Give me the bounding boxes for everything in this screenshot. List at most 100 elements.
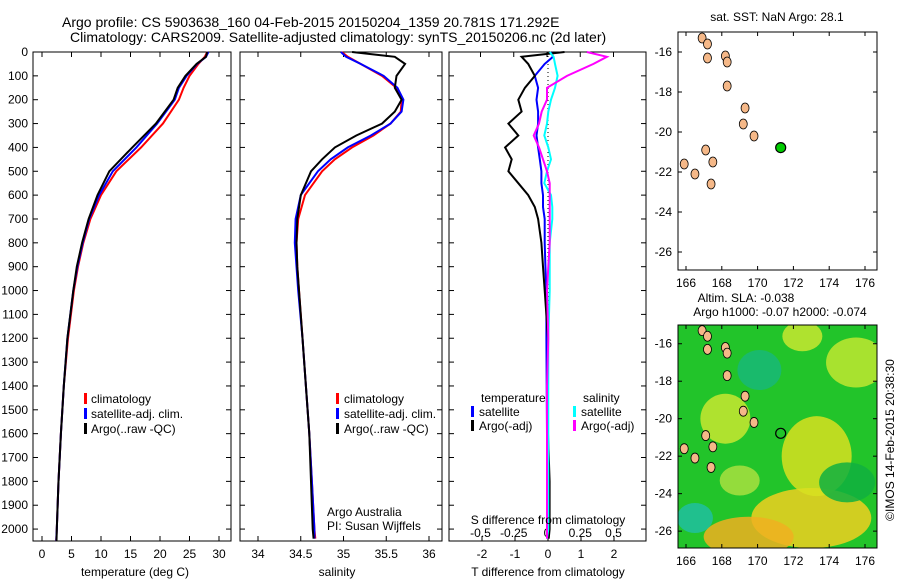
t-diff-tick-label: 1 (578, 547, 585, 561)
island (722, 80, 732, 92)
difference-legend-label: Argo(-adj) (581, 419, 634, 433)
depth-tick-label: 700 (8, 212, 28, 226)
sst-map-frame (677, 31, 878, 271)
depth-tick-label: 300 (8, 117, 28, 131)
lon-tick-label: 168 (712, 554, 732, 568)
temperature-x-tick-label: 20 (153, 547, 167, 561)
legend-swatch (573, 420, 576, 431)
sla-map-frame (677, 324, 878, 549)
island (703, 52, 712, 64)
temperature-x-tick-label: 10 (94, 547, 108, 561)
depth-tick-label: 1800 (1, 474, 28, 488)
sla-anomaly-blob (737, 349, 782, 390)
lat-tick-label: -20 (655, 412, 673, 426)
sla-map-subtitle: Argo h1000: -0.07 h2000: -0.074 (693, 305, 867, 319)
legend-swatch (336, 393, 339, 404)
legend-swatch (336, 423, 339, 434)
island (679, 443, 689, 455)
salinity-x-tick-label: 35.5 (375, 547, 399, 561)
legend-swatch (84, 393, 87, 404)
island (690, 452, 700, 464)
depth-tick-label: 1300 (1, 355, 28, 369)
legend-swatch (84, 423, 87, 434)
sla-anomaly-blob (826, 337, 877, 388)
temperature-panel-frame (32, 51, 232, 542)
sla-anomaly-blob (700, 393, 751, 444)
temperature-series (55, 51, 209, 542)
island (740, 102, 750, 114)
lon-tick-label: 170 (748, 554, 768, 568)
island (738, 405, 748, 417)
difference-series (543, 51, 559, 539)
argo-float-location-marker (775, 427, 787, 439)
island (701, 430, 711, 441)
salinity-legend-label: Argo(..raw -QC) (344, 422, 429, 436)
island (690, 168, 700, 180)
depth-tick-label: 1400 (1, 379, 28, 393)
s-diff-tick-label: -0.5 (470, 526, 491, 540)
temperature-series (55, 51, 209, 542)
island (749, 417, 759, 428)
depth-tick-label: 100 (8, 69, 28, 83)
island (708, 441, 718, 453)
lon-tick-label: 166 (676, 554, 696, 568)
salinity-axis-label: salinity (319, 565, 356, 579)
lon-tick-label: 168 (712, 276, 732, 290)
island (740, 390, 750, 402)
depth-tick-label: 2000 (1, 522, 28, 536)
legend-title-salinity: salinity (583, 391, 620, 405)
lon-tick-label: 174 (819, 276, 839, 290)
island (738, 118, 748, 130)
temperature-x-tick-label: 0 (39, 547, 46, 561)
depth-tick-label: 400 (8, 140, 28, 154)
difference-series (503, 51, 565, 539)
figure-title-line1: Argo profile: CS 5903638_160 04-Feb-2015… (62, 14, 560, 30)
imos-credit: ©IMOS 14-Feb-2015 20:38:30 (883, 359, 897, 521)
legend-swatch (471, 420, 474, 431)
depth-tick-label: 0 (21, 45, 28, 59)
sla-map-title: Altim. SLA: -0.038 (698, 291, 795, 305)
lon-tick-label: 166 (676, 276, 696, 290)
salinity-x-tick-label: 35 (337, 547, 351, 561)
depth-tick-label: 1700 (1, 451, 28, 465)
s-diff-tick-label: -0.25 (500, 526, 528, 540)
depth-tick-label: 500 (8, 164, 28, 178)
legend-title-temperature: temperature (481, 391, 546, 405)
island (706, 462, 716, 473)
depth-tick-label: 1500 (1, 403, 28, 417)
t-diff-tick-label: 0 (545, 547, 552, 561)
island (722, 56, 732, 68)
lon-tick-label: 176 (855, 276, 875, 290)
lat-tick-label: -26 (655, 524, 673, 538)
island (697, 32, 707, 44)
lat-tick-label: -20 (655, 125, 673, 139)
depth-tick-label: 1600 (1, 427, 28, 441)
lon-tick-label: 172 (783, 554, 803, 568)
figure-title-line2: Climatology: CARS2009. Satellite-adjuste… (70, 29, 607, 45)
island (703, 343, 712, 355)
salinity-x-tick-label: 36 (422, 547, 436, 561)
salinity-legend-label: climatology (344, 392, 404, 406)
lat-tick-label: -22 (655, 165, 673, 179)
salinity-series (295, 51, 407, 539)
lon-tick-label: 176 (855, 554, 875, 568)
temperature-legend-label: climatology (91, 392, 151, 406)
temperature-axis-label: temperature (deg C) (81, 565, 189, 579)
salinity-x-tick-label: 34 (251, 547, 265, 561)
temperature-x-tick-label: 5 (68, 547, 75, 561)
island (701, 144, 711, 156)
sla-anomaly-blob (782, 325, 823, 352)
island (703, 38, 712, 50)
sla-anomaly-blob (719, 465, 760, 496)
sla-anomaly-blob (819, 462, 876, 503)
temperature-series (55, 51, 210, 542)
temperature-x-tick-label: 25 (183, 547, 197, 561)
lon-tick-label: 170 (748, 276, 768, 290)
island (722, 370, 732, 381)
salinity-series (295, 51, 403, 539)
depth-tick-label: 1100 (2, 307, 28, 321)
temperature-legend-label: Argo(..raw -QC) (91, 422, 176, 436)
lat-tick-label: -18 (655, 85, 673, 99)
s-diff-tick-label: 0.5 (605, 526, 622, 540)
